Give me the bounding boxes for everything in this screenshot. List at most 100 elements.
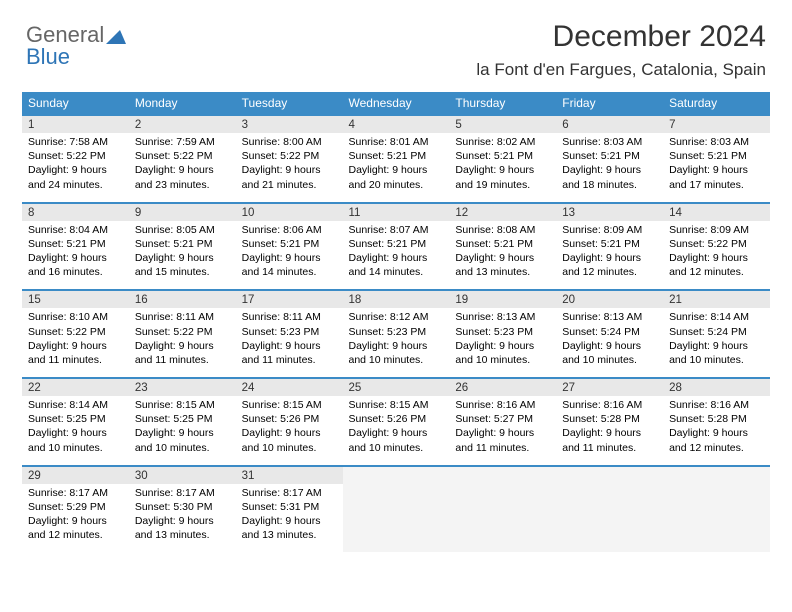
day-day1: Daylight: 9 hours [455,163,550,177]
day-day1: Daylight: 9 hours [242,514,337,528]
day-number: 6 [556,115,663,133]
day-day2: and 10 minutes. [562,353,657,367]
day-number [663,466,770,484]
day-sunrise: Sunrise: 8:13 AM [455,310,550,324]
day-sunset: Sunset: 5:21 PM [242,237,337,251]
weekday-header: Wednesday [343,92,450,115]
weekday-header: Sunday [22,92,129,115]
day-number: 10 [236,203,343,221]
day-number: 8 [22,203,129,221]
day-content [449,484,556,553]
day-sunset: Sunset: 5:22 PM [135,149,230,163]
day-sunrise: Sunrise: 8:17 AM [28,486,123,500]
day-number: 17 [236,290,343,308]
day-sunrise: Sunrise: 8:10 AM [28,310,123,324]
day-number: 27 [556,378,663,396]
day-number [343,466,450,484]
day-number: 29 [22,466,129,484]
day-sunset: Sunset: 5:21 PM [455,237,550,251]
day-number: 5 [449,115,556,133]
day-number: 15 [22,290,129,308]
day-number [449,466,556,484]
day-day1: Daylight: 9 hours [242,339,337,353]
day-content: Sunrise: 8:10 AMSunset: 5:22 PMDaylight:… [22,308,129,378]
weekday-header: Saturday [663,92,770,115]
day-content: Sunrise: 8:17 AMSunset: 5:30 PMDaylight:… [129,484,236,553]
day-content: Sunrise: 8:09 AMSunset: 5:21 PMDaylight:… [556,221,663,291]
day-day1: Daylight: 9 hours [669,339,764,353]
day-sunrise: Sunrise: 8:16 AM [669,398,764,412]
day-day1: Daylight: 9 hours [562,426,657,440]
day-sunrise: Sunrise: 8:17 AM [242,486,337,500]
day-sunrise: Sunrise: 8:14 AM [669,310,764,324]
weekday-header: Thursday [449,92,556,115]
day-sunset: Sunset: 5:22 PM [669,237,764,251]
brand-logo: General Blue [26,24,126,68]
day-day1: Daylight: 9 hours [135,514,230,528]
day-day2: and 11 minutes. [242,353,337,367]
day-day2: and 10 minutes. [669,353,764,367]
day-day1: Daylight: 9 hours [349,426,444,440]
day-number: 11 [343,203,450,221]
day-number: 23 [129,378,236,396]
day-content: Sunrise: 8:11 AMSunset: 5:23 PMDaylight:… [236,308,343,378]
day-day1: Daylight: 9 hours [349,339,444,353]
page-header: December 2024 la Font d'en Fargues, Cata… [476,20,766,80]
day-number: 1 [22,115,129,133]
day-number: 16 [129,290,236,308]
day-sunset: Sunset: 5:21 PM [28,237,123,251]
day-day2: and 11 minutes. [562,441,657,455]
day-number: 13 [556,203,663,221]
day-day2: and 16 minutes. [28,265,123,279]
day-day1: Daylight: 9 hours [562,163,657,177]
day-content: Sunrise: 8:07 AMSunset: 5:21 PMDaylight:… [343,221,450,291]
day-day2: and 12 minutes. [669,265,764,279]
day-day2: and 10 minutes. [349,353,444,367]
day-number: 26 [449,378,556,396]
day-sunrise: Sunrise: 8:17 AM [135,486,230,500]
day-day1: Daylight: 9 hours [135,426,230,440]
day-day1: Daylight: 9 hours [28,426,123,440]
day-sunset: Sunset: 5:28 PM [562,412,657,426]
day-sunrise: Sunrise: 8:02 AM [455,135,550,149]
day-sunset: Sunset: 5:21 PM [562,237,657,251]
day-day2: and 23 minutes. [135,178,230,192]
day-sunrise: Sunrise: 8:03 AM [669,135,764,149]
day-sunset: Sunset: 5:29 PM [28,500,123,514]
day-day1: Daylight: 9 hours [242,163,337,177]
day-content: Sunrise: 8:00 AMSunset: 5:22 PMDaylight:… [236,133,343,203]
day-content: Sunrise: 8:16 AMSunset: 5:27 PMDaylight:… [449,396,556,466]
day-day2: and 11 minutes. [28,353,123,367]
day-day1: Daylight: 9 hours [28,514,123,528]
day-sunrise: Sunrise: 8:05 AM [135,223,230,237]
day-day1: Daylight: 9 hours [669,251,764,265]
day-day1: Daylight: 9 hours [455,426,550,440]
day-sunset: Sunset: 5:21 PM [349,237,444,251]
day-number: 20 [556,290,663,308]
day-day2: and 21 minutes. [242,178,337,192]
triangle-icon [106,28,126,44]
day-content: Sunrise: 8:17 AMSunset: 5:29 PMDaylight:… [22,484,129,553]
weekday-header: Friday [556,92,663,115]
day-sunrise: Sunrise: 8:15 AM [135,398,230,412]
day-number: 7 [663,115,770,133]
day-sunrise: Sunrise: 8:09 AM [669,223,764,237]
day-sunset: Sunset: 5:21 PM [135,237,230,251]
day-day1: Daylight: 9 hours [669,426,764,440]
day-sunrise: Sunrise: 8:12 AM [349,310,444,324]
day-day2: and 17 minutes. [669,178,764,192]
weekday-header: Monday [129,92,236,115]
day-day1: Daylight: 9 hours [242,426,337,440]
day-sunrise: Sunrise: 8:07 AM [349,223,444,237]
day-content: Sunrise: 8:15 AMSunset: 5:25 PMDaylight:… [129,396,236,466]
day-number: 30 [129,466,236,484]
day-content: Sunrise: 7:58 AMSunset: 5:22 PMDaylight:… [22,133,129,203]
day-day2: and 14 minutes. [349,265,444,279]
day-sunset: Sunset: 5:26 PM [349,412,444,426]
brand-text-2: Blue [26,44,70,69]
day-content: Sunrise: 8:16 AMSunset: 5:28 PMDaylight:… [556,396,663,466]
day-day1: Daylight: 9 hours [349,251,444,265]
day-day2: and 13 minutes. [242,528,337,542]
day-content: Sunrise: 8:06 AMSunset: 5:21 PMDaylight:… [236,221,343,291]
day-day1: Daylight: 9 hours [28,251,123,265]
